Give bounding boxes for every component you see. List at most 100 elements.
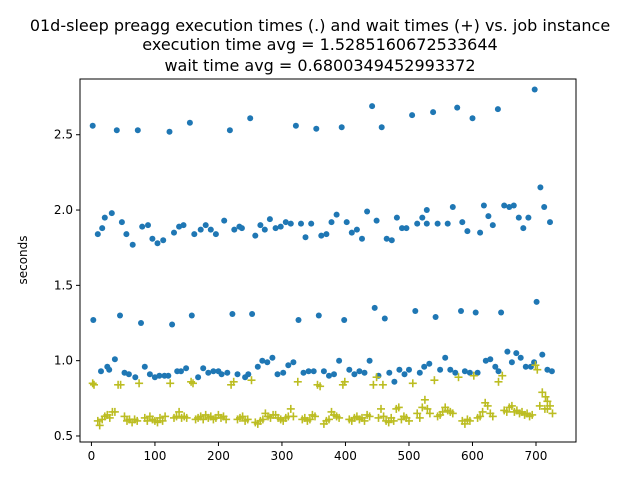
execution-time-point bbox=[285, 362, 292, 369]
execution-time-point bbox=[272, 225, 279, 232]
execution-time-point bbox=[302, 234, 309, 241]
execution-time-point bbox=[139, 223, 146, 230]
execution-time-point bbox=[515, 214, 522, 221]
execution-time-point bbox=[492, 363, 499, 370]
execution-time-point bbox=[426, 360, 433, 367]
wait-time-point bbox=[548, 409, 557, 418]
plot-frame bbox=[79, 78, 577, 443]
execution-time-point bbox=[123, 231, 130, 238]
execution-time-point bbox=[338, 124, 345, 131]
wait-time-point bbox=[405, 416, 413, 425]
execution-time-point bbox=[305, 368, 312, 375]
execution-time-point bbox=[464, 228, 471, 235]
execution-time-point bbox=[525, 214, 532, 221]
execution-time-point bbox=[90, 317, 97, 323]
execution-time-point bbox=[517, 354, 524, 361]
wait-time-point bbox=[247, 376, 256, 385]
execution-time-point bbox=[89, 122, 96, 129]
execution-time-point bbox=[146, 371, 153, 378]
execution-time-point bbox=[106, 366, 113, 373]
execution-time-point bbox=[487, 356, 494, 363]
execution-time-point bbox=[343, 219, 350, 226]
execution-time-point bbox=[510, 202, 517, 209]
wait-time-point bbox=[543, 397, 552, 406]
execution-time-point bbox=[229, 311, 236, 317]
execution-time-point bbox=[191, 231, 198, 238]
wait-time-point bbox=[438, 407, 447, 416]
execution-time-point bbox=[207, 226, 214, 233]
execution-time-point bbox=[369, 103, 376, 110]
execution-time-point bbox=[498, 309, 505, 316]
wait-time-point bbox=[498, 371, 507, 380]
execution-time-point bbox=[300, 369, 307, 376]
wait-time-point bbox=[166, 379, 175, 388]
wait-time-point bbox=[465, 416, 474, 425]
execution-time-point bbox=[371, 304, 378, 311]
execution-time-point bbox=[336, 357, 343, 364]
wait-time-point bbox=[311, 412, 319, 421]
chart-title-line-3: wait time avg = 0.6800349452993372 bbox=[164, 56, 475, 75]
execution-time-point bbox=[522, 363, 529, 370]
execution-time-point bbox=[489, 222, 496, 229]
wait-time-point bbox=[502, 407, 511, 416]
wait-time-point bbox=[546, 401, 554, 410]
wait-time-point bbox=[378, 380, 387, 389]
execution-time-point bbox=[180, 222, 187, 229]
execution-time-point bbox=[469, 115, 476, 122]
wait-time-point bbox=[408, 379, 417, 388]
execution-time-point bbox=[328, 219, 335, 226]
execution-time-point bbox=[353, 226, 360, 233]
wait-time-point bbox=[293, 377, 302, 386]
execution-time-point bbox=[188, 312, 195, 319]
execution-time-point bbox=[432, 314, 439, 320]
wait-time-point bbox=[384, 418, 393, 427]
wait-time-point bbox=[95, 421, 104, 430]
execution-time-point bbox=[247, 115, 254, 122]
wait-time-point bbox=[415, 413, 424, 422]
wait-time-point bbox=[335, 413, 344, 422]
execution-time-point bbox=[218, 371, 225, 378]
execution-time-point bbox=[315, 312, 322, 319]
execution-time-point bbox=[533, 298, 540, 305]
wait-time-point bbox=[316, 382, 325, 391]
wait-time-point bbox=[158, 416, 167, 425]
wait-time-point bbox=[120, 412, 129, 421]
execution-time-point bbox=[221, 217, 228, 224]
execution-time-point bbox=[504, 348, 511, 355]
execution-time-point bbox=[406, 366, 412, 373]
wait-time-point bbox=[88, 379, 97, 388]
wait-time-point bbox=[222, 415, 231, 424]
execution-time-point bbox=[129, 241, 136, 248]
execution-time-point bbox=[541, 204, 548, 210]
execution-time-point bbox=[416, 369, 423, 376]
execution-time-point bbox=[430, 109, 437, 116]
wait-time-point bbox=[116, 380, 125, 389]
execution-time-point bbox=[138, 320, 144, 326]
wait-time-point bbox=[340, 377, 349, 386]
execution-time-point bbox=[125, 371, 132, 378]
execution-time-point bbox=[364, 208, 371, 215]
execution-time-point bbox=[165, 372, 172, 379]
execution-time-point bbox=[421, 363, 428, 370]
wait-time-point bbox=[143, 416, 152, 425]
execution-time-point bbox=[94, 231, 101, 238]
wait-time-point bbox=[187, 377, 196, 386]
wait-time-point bbox=[325, 415, 333, 424]
execution-time-point bbox=[277, 223, 284, 230]
execution-time-point bbox=[261, 226, 268, 233]
execution-time-point bbox=[391, 378, 398, 385]
execution-time-point bbox=[113, 127, 120, 134]
execution-time-point bbox=[200, 365, 207, 372]
wait-time-point bbox=[430, 376, 439, 385]
wait-time-point bbox=[93, 416, 102, 425]
execution-time-point bbox=[331, 371, 337, 378]
x-tick-label: 400 bbox=[334, 449, 357, 463]
wait-time-point bbox=[135, 379, 144, 388]
wait-time-point bbox=[286, 404, 295, 413]
execution-time-point bbox=[547, 219, 553, 226]
execution-time-point bbox=[264, 359, 271, 366]
chart-title-line-2: execution time avg = 1.5285160672533644 bbox=[142, 35, 497, 54]
execution-time-point bbox=[381, 315, 388, 322]
execution-time-point bbox=[134, 127, 141, 134]
